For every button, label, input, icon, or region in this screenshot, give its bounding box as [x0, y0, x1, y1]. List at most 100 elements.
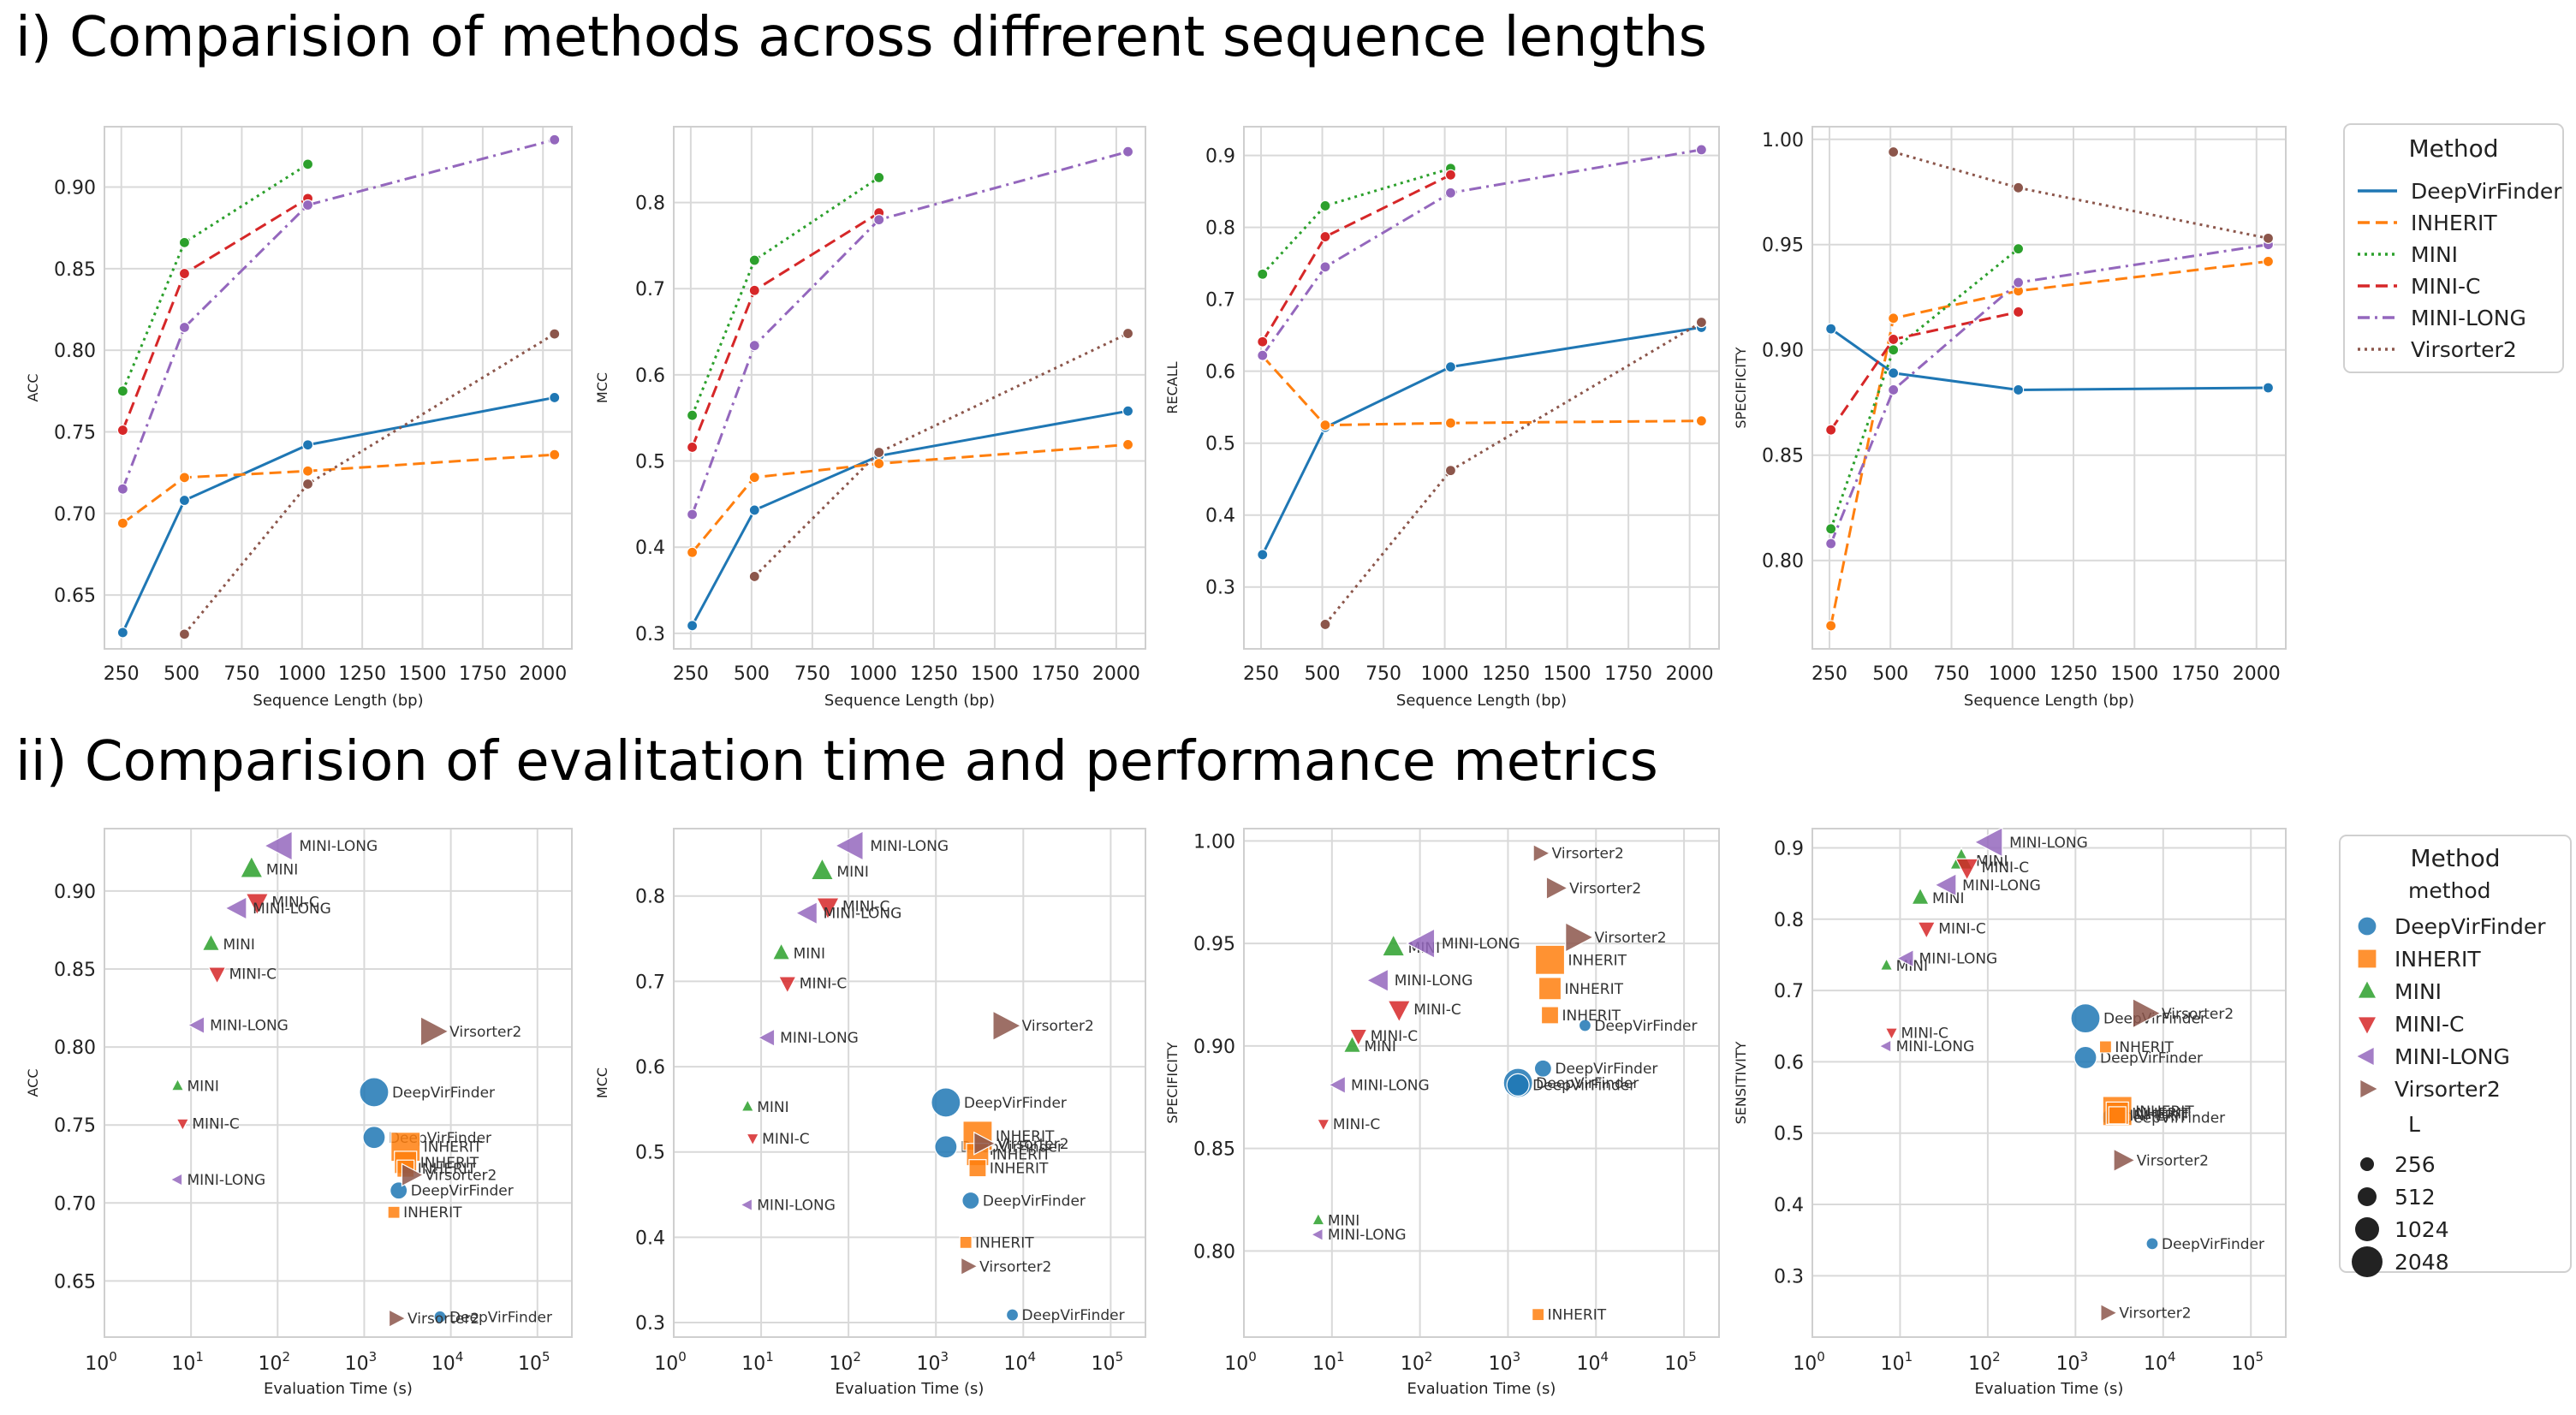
data-point	[686, 409, 699, 421]
y-tick-label: 0.85	[54, 259, 96, 281]
chart-panel-top-acc: 250 500 750 1000 1250 1500 1750 2000 0.65 0.70 0.7…	[25, 126, 573, 710]
scatter-point	[1534, 944, 1566, 975]
point-label: Virsorter2	[1569, 880, 1641, 897]
point-label: INHERIT	[418, 1161, 477, 1178]
data-point	[116, 385, 128, 397]
scatter-point	[1540, 1006, 1560, 1025]
data-point	[2262, 232, 2275, 244]
data-point	[178, 494, 191, 507]
y-tick-label: 0.95	[1762, 235, 1804, 257]
scatter-point	[741, 1098, 755, 1112]
x-tick-label: 102	[1401, 1349, 1433, 1375]
data-point	[549, 134, 561, 146]
y-tick-label: 0.7	[1205, 290, 1235, 312]
point-label: MINI-C	[271, 895, 318, 912]
x-tick-label: 750	[223, 663, 259, 685]
x-axis-label: Evaluation Time (s)	[1407, 1380, 1556, 1398]
point-label: DeepVirFinder	[1022, 1307, 1125, 1324]
x-tick-label: 1750	[1032, 663, 1080, 685]
chart-panel-bottom-acc: 100 101 102 103 104 105 0.65 0.70 0.75 0.80 0.85 0.…	[25, 828, 573, 1398]
data-point	[549, 328, 561, 340]
point-label: MINI-C	[1901, 1025, 1948, 1042]
data-point	[1319, 230, 1331, 243]
scatter-point	[968, 1159, 987, 1178]
legend-marker	[2357, 948, 2377, 969]
scatter-point	[1406, 928, 1436, 960]
x-tick-label: 1250	[2049, 663, 2097, 685]
data-point	[686, 441, 699, 454]
data-point	[748, 504, 760, 516]
y-tick-label: 0.3	[635, 624, 665, 645]
x-tick-label: 104	[431, 1349, 464, 1375]
point-label: MINI	[266, 861, 298, 878]
series-line-deepvirfinder	[691, 409, 1128, 627]
x-tick-label: 250	[104, 663, 140, 685]
scatter-point	[419, 1015, 449, 1047]
point-label: MINI-LONG	[2009, 835, 2088, 852]
data-point	[2012, 181, 2025, 193]
point-label: MINI-LONG	[1442, 936, 1520, 953]
data-point	[1319, 618, 1331, 631]
scatter-point	[239, 855, 264, 878]
data-point	[873, 457, 885, 470]
x-tick-label: 1500	[399, 663, 447, 685]
plot-frame	[673, 126, 1146, 650]
point-label: INHERIT	[1548, 1307, 1607, 1324]
x-tick-label: 103	[2056, 1349, 2089, 1375]
series-line-virsorter2	[1324, 321, 1703, 626]
scatter-point	[223, 895, 247, 920]
plot-frame	[104, 126, 573, 650]
point-label: DeepVirFinder	[983, 1193, 1086, 1210]
scatter-point	[1310, 1228, 1324, 1242]
data-point	[2012, 383, 2025, 396]
point-label: MINI-C	[1413, 1002, 1461, 1019]
x-tick-label: 101	[1881, 1349, 1913, 1375]
point-label: MINI-C	[192, 1115, 239, 1133]
data-point	[748, 254, 760, 266]
point-label: MINI	[1365, 1038, 1396, 1055]
y-tick-label: 0.3	[635, 1313, 665, 1335]
y-tick-label: 0.90	[1193, 1037, 1235, 1058]
y-axis-label: ACC	[25, 373, 41, 401]
scatter-point	[1578, 1019, 1592, 1032]
scatter-point	[245, 893, 270, 916]
data-point	[1319, 419, 1331, 431]
point-label: DeepVirFinder	[2100, 1049, 2203, 1067]
scatter-point	[2070, 1003, 2101, 1034]
data-point	[2012, 276, 2025, 288]
legend-label: INHERIT	[2411, 211, 2497, 235]
point-label: MINI-LONG	[1395, 972, 1473, 990]
y-axis-label: ACC	[25, 1068, 41, 1097]
point-label: INHERIT	[975, 1234, 1034, 1252]
y-tick-label: 0.90	[54, 178, 96, 199]
scatter-point	[1365, 968, 1389, 993]
data-point	[1888, 312, 1900, 324]
data-point	[1444, 417, 1457, 429]
point-label: MINI-LONG	[299, 838, 378, 855]
data-point	[1257, 268, 1269, 280]
data-point	[686, 620, 699, 632]
legend-size-marker	[2352, 1246, 2383, 1277]
scatter-point	[2132, 997, 2162, 1029]
scatter-point	[388, 1309, 407, 1329]
x-tick-label: 250	[1243, 663, 1279, 685]
plot-frame	[673, 828, 1146, 1338]
y-tick-label: 0.85	[54, 960, 96, 981]
legend-frame	[2339, 835, 2572, 1273]
x-tick-label: 1500	[971, 663, 1019, 685]
scatter-point	[207, 966, 227, 985]
scatter-point	[1387, 1000, 1412, 1024]
legend-frame	[2343, 123, 2564, 373]
scatter-point	[934, 1135, 958, 1159]
data-point	[1888, 333, 1900, 346]
x-tick-label: 2000	[1092, 663, 1140, 685]
scatter-point	[1895, 948, 1914, 968]
series-line-mini	[691, 176, 880, 416]
point-label: INHERIT	[424, 1139, 483, 1156]
x-tick-label: 2000	[1666, 663, 1714, 685]
legend-label: Virsorter2	[2411, 337, 2517, 362]
scatter-point	[401, 1162, 425, 1187]
scatter-point	[834, 829, 864, 861]
chart-panel-top-specificity: 250 500 750 1000 1250 1500 1750 2000 0.80 0.85 0.9…	[1733, 126, 2287, 710]
point-label: INHERIT	[990, 1161, 1049, 1178]
